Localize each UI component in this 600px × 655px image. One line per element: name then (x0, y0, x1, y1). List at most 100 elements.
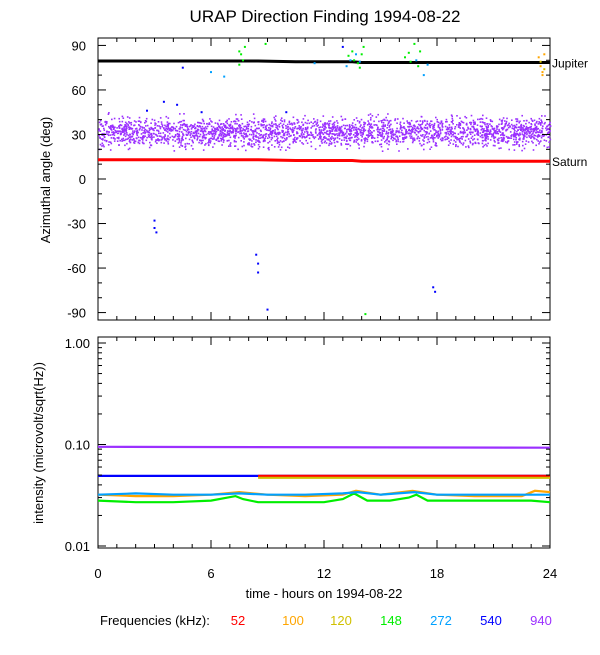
data-point (330, 130, 332, 132)
data-point (352, 125, 354, 127)
data-point (255, 141, 257, 144)
data-point (99, 137, 101, 139)
data-point (341, 125, 343, 128)
data-point (415, 59, 418, 62)
data-point (126, 127, 128, 130)
data-point (344, 127, 346, 130)
data-point (414, 129, 417, 131)
data-point (498, 130, 500, 132)
data-point (363, 138, 365, 140)
data-point (321, 142, 323, 144)
data-point (341, 134, 343, 137)
data-point (503, 134, 506, 137)
data-point (244, 125, 247, 128)
data-point (525, 128, 528, 131)
data-point (238, 125, 240, 127)
data-point (419, 124, 422, 126)
data-point (540, 140, 542, 142)
data-point (459, 132, 462, 134)
data-point (241, 122, 244, 125)
data-point (106, 130, 109, 133)
data-point (108, 125, 110, 128)
data-point (118, 130, 120, 132)
data-point (211, 121, 213, 123)
data-point (507, 124, 510, 126)
data-point (356, 132, 359, 135)
data-point (170, 130, 172, 132)
data-point (226, 122, 229, 125)
data-point (469, 121, 472, 124)
data-point (457, 133, 460, 135)
data-point (263, 134, 265, 136)
data-point (181, 137, 183, 140)
data-point (167, 138, 169, 141)
data-point (350, 129, 352, 131)
data-point (231, 131, 233, 133)
data-point (198, 135, 201, 138)
data-point (330, 142, 333, 145)
data-point (429, 130, 432, 132)
data-point (286, 134, 288, 136)
data-point (289, 127, 291, 129)
data-point (531, 140, 533, 143)
data-point (378, 120, 380, 123)
data-point (229, 124, 231, 127)
data-point (131, 139, 133, 141)
data-point (516, 133, 519, 135)
data-point (515, 126, 517, 129)
data-point (537, 140, 539, 142)
data-point (256, 132, 258, 134)
data-point (358, 147, 360, 150)
data-point (521, 131, 524, 133)
data-point (425, 136, 427, 138)
data-point (219, 126, 221, 129)
data-point (496, 126, 498, 129)
legend-item-148: 148 (380, 613, 402, 628)
data-point (525, 131, 528, 133)
data-point (482, 129, 485, 132)
data-point (344, 118, 346, 120)
data-point (133, 124, 136, 126)
data-point (480, 129, 483, 131)
data-point (230, 131, 232, 133)
data-point (161, 138, 164, 140)
data-point (218, 134, 220, 136)
data-point (183, 123, 185, 126)
data-point (111, 131, 113, 134)
data-point (176, 138, 178, 141)
data-point (408, 129, 410, 132)
data-point (271, 132, 274, 134)
data-point (485, 127, 488, 129)
data-point (410, 135, 413, 138)
data-point (323, 141, 326, 144)
data-point (144, 131, 146, 133)
data-point (313, 124, 316, 127)
data-point (180, 124, 182, 126)
data-point (127, 124, 130, 127)
data-point (259, 129, 262, 132)
data-point (419, 142, 421, 145)
data-point (386, 124, 389, 126)
data-point (119, 139, 121, 142)
data-point (108, 112, 110, 114)
data-point (190, 130, 193, 133)
data-point (387, 140, 390, 142)
data-point (102, 138, 104, 140)
data-point (177, 121, 180, 124)
data-point (361, 136, 363, 138)
data-point (264, 126, 267, 128)
data-point (241, 129, 244, 132)
data-point (387, 135, 390, 138)
data-point (426, 128, 429, 130)
data-point (468, 146, 470, 149)
data-point (223, 139, 225, 142)
data-point (245, 134, 248, 136)
data-point (235, 113, 237, 116)
data-point (382, 127, 384, 130)
data-point (280, 146, 283, 149)
data-point (364, 129, 367, 132)
data-point (110, 137, 113, 139)
data-point (502, 117, 505, 119)
data-point (519, 132, 521, 134)
data-point (112, 131, 115, 133)
